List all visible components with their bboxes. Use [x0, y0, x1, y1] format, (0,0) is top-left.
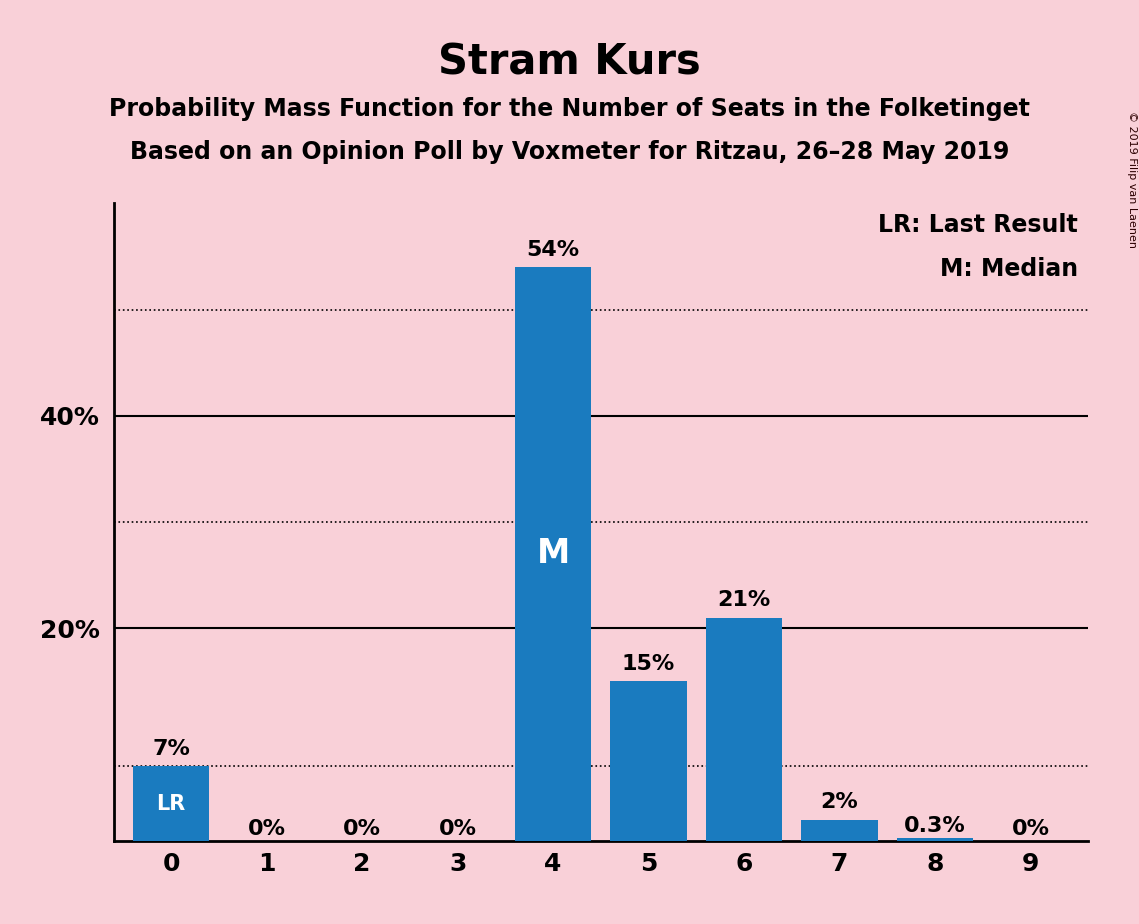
Bar [611, 682, 687, 841]
Text: 2%: 2% [820, 792, 859, 812]
Text: 0%: 0% [1011, 819, 1049, 839]
Bar [706, 618, 782, 841]
Text: 0.3%: 0.3% [904, 816, 966, 835]
Text: LR: LR [156, 794, 186, 814]
Text: 15%: 15% [622, 654, 675, 674]
Text: M: Median: M: Median [940, 258, 1077, 282]
Text: 0%: 0% [439, 819, 476, 839]
Bar [133, 767, 210, 841]
Text: LR: Last Result: LR: Last Result [878, 213, 1077, 237]
Text: Probability Mass Function for the Number of Seats in the Folketinget: Probability Mass Function for the Number… [109, 97, 1030, 121]
Text: Stram Kurs: Stram Kurs [439, 42, 700, 83]
Text: Based on an Opinion Poll by Voxmeter for Ritzau, 26–28 May 2019: Based on an Opinion Poll by Voxmeter for… [130, 140, 1009, 164]
Text: M: M [536, 538, 570, 570]
Text: 0%: 0% [343, 819, 382, 839]
Text: 7%: 7% [153, 739, 190, 759]
Bar [515, 267, 591, 841]
Bar [896, 838, 973, 841]
Text: 21%: 21% [718, 590, 771, 610]
Bar [802, 820, 878, 841]
Text: 0%: 0% [247, 819, 286, 839]
Text: © 2019 Filip van Laenen: © 2019 Filip van Laenen [1128, 111, 1137, 248]
Text: 54%: 54% [526, 239, 580, 260]
